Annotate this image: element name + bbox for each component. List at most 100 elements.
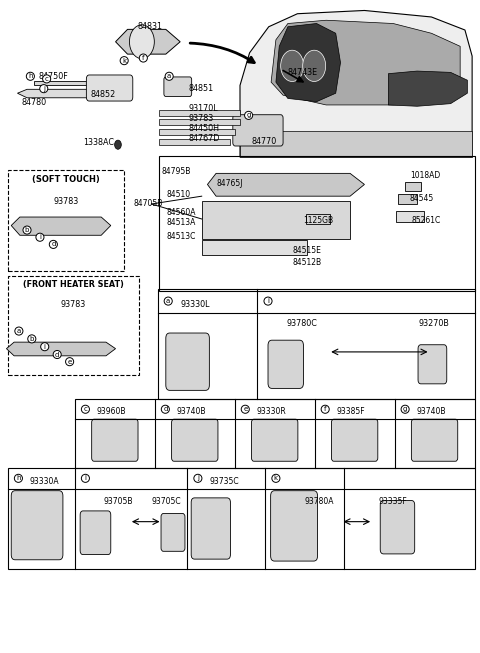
Text: 84851: 84851 (189, 84, 214, 93)
FancyBboxPatch shape (411, 419, 458, 461)
Text: f: f (142, 55, 144, 61)
Text: 1018AD: 1018AD (410, 171, 440, 180)
Text: j: j (43, 86, 45, 91)
FancyBboxPatch shape (171, 419, 218, 461)
Text: 84770: 84770 (252, 137, 277, 146)
Text: 84513C: 84513C (167, 232, 196, 241)
Text: 84767D: 84767D (189, 134, 220, 143)
Text: 93330L: 93330L (180, 300, 210, 309)
Text: 93783: 93783 (189, 114, 214, 123)
Polygon shape (276, 24, 340, 102)
Text: 93740B: 93740B (417, 407, 446, 417)
Text: 84450H: 84450H (189, 124, 220, 133)
Polygon shape (158, 110, 240, 116)
Text: e: e (243, 406, 247, 412)
Text: d: d (51, 242, 56, 247)
Text: f: f (324, 406, 326, 412)
Text: 1338AC: 1338AC (83, 138, 114, 147)
Text: i: i (267, 298, 269, 304)
Text: 84705B: 84705B (134, 200, 163, 208)
FancyBboxPatch shape (191, 498, 230, 559)
Text: 84795B: 84795B (161, 167, 191, 176)
Text: 93330A: 93330A (30, 477, 60, 486)
Polygon shape (240, 10, 472, 157)
FancyBboxPatch shape (161, 513, 185, 551)
FancyBboxPatch shape (418, 345, 447, 384)
Text: a: a (166, 298, 170, 304)
Polygon shape (202, 240, 307, 255)
Text: h: h (28, 73, 33, 79)
Text: 93783: 93783 (60, 300, 86, 310)
Text: 1125GB: 1125GB (303, 215, 333, 225)
Text: i: i (84, 475, 86, 481)
Text: g: g (246, 112, 251, 118)
Text: 84512B: 84512B (293, 258, 322, 267)
Text: i: i (44, 343, 46, 350)
FancyBboxPatch shape (80, 511, 111, 554)
Text: 93960B: 93960B (97, 407, 126, 417)
Text: 84831: 84831 (137, 22, 162, 31)
Text: 84515E: 84515E (293, 246, 322, 255)
Polygon shape (158, 139, 230, 145)
Text: a: a (167, 73, 171, 79)
Text: b: b (25, 227, 29, 233)
Polygon shape (240, 131, 472, 157)
Text: 84780: 84780 (21, 98, 47, 107)
Text: k: k (122, 57, 126, 63)
FancyBboxPatch shape (92, 419, 138, 461)
Text: 84545: 84545 (410, 194, 434, 202)
FancyBboxPatch shape (268, 340, 303, 389)
Text: 93335F: 93335F (379, 498, 408, 506)
Circle shape (115, 140, 121, 150)
Circle shape (303, 50, 325, 82)
Circle shape (281, 50, 304, 82)
Polygon shape (158, 129, 235, 135)
Text: d: d (163, 406, 168, 412)
Text: (FRONT HEATER SEAT): (FRONT HEATER SEAT) (23, 280, 124, 289)
Text: k: k (274, 475, 278, 481)
Polygon shape (17, 89, 104, 98)
Polygon shape (271, 20, 460, 105)
Polygon shape (398, 194, 417, 204)
Text: 93735C: 93735C (210, 477, 240, 486)
Text: 84743E: 84743E (288, 68, 318, 77)
FancyBboxPatch shape (271, 490, 318, 561)
Text: 93170L: 93170L (189, 104, 218, 114)
FancyBboxPatch shape (252, 419, 298, 461)
Text: 84560A: 84560A (167, 208, 196, 217)
Text: 93783: 93783 (53, 197, 79, 206)
Text: 93270B: 93270B (418, 319, 449, 328)
Text: h: h (16, 475, 21, 481)
Polygon shape (202, 201, 350, 238)
Text: d: d (55, 351, 60, 358)
FancyBboxPatch shape (11, 490, 63, 560)
Text: g: g (403, 406, 408, 412)
Text: 93705C: 93705C (152, 498, 181, 506)
Text: 93740B: 93740B (177, 407, 206, 417)
Text: j: j (197, 475, 199, 481)
Polygon shape (34, 82, 92, 86)
Circle shape (130, 25, 155, 59)
FancyBboxPatch shape (233, 115, 283, 146)
FancyBboxPatch shape (380, 500, 415, 554)
Text: 85261C: 85261C (411, 215, 441, 225)
FancyBboxPatch shape (332, 419, 378, 461)
Polygon shape (158, 119, 240, 125)
Text: 93780A: 93780A (305, 498, 334, 506)
FancyBboxPatch shape (166, 333, 209, 390)
Polygon shape (388, 71, 468, 106)
FancyBboxPatch shape (164, 77, 192, 97)
Text: e: e (68, 358, 72, 364)
FancyBboxPatch shape (86, 75, 133, 101)
Polygon shape (306, 214, 330, 223)
Polygon shape (396, 210, 424, 222)
Polygon shape (11, 217, 111, 235)
Text: 93705B: 93705B (104, 498, 133, 506)
Text: i: i (39, 234, 41, 240)
Text: c: c (84, 406, 87, 412)
Polygon shape (116, 29, 180, 54)
Text: a: a (17, 328, 21, 334)
Text: 84513A: 84513A (167, 218, 196, 227)
Text: c: c (45, 76, 48, 82)
Text: b: b (30, 336, 34, 342)
